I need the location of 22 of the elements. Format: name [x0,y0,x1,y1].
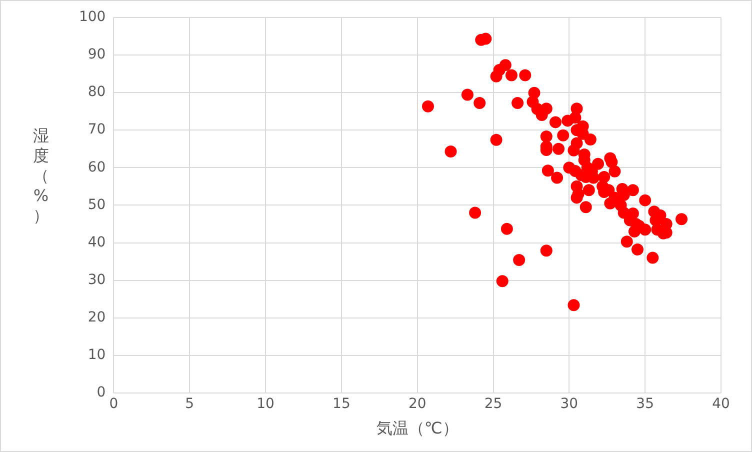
y-tick-label: 70 [88,122,106,138]
y-tick-label: 50 [88,196,106,213]
x-tick-label: 30 [560,396,578,412]
y-tick-label: 10 [88,347,106,364]
y-tick-label: 80 [88,84,106,100]
y-axis-title: 湿度（%） [32,126,50,226]
y-tick-label: 30 [88,272,106,288]
x-tick-label: 0 [109,396,118,412]
y-tick-label: 60 [88,159,106,176]
y-tick-label: 0 [96,384,106,401]
x-tick-label: 35 [636,396,654,412]
x-tick-label: 5 [185,396,194,412]
x-tick-label: 20 [408,396,426,412]
x-tick-label: 40 [712,396,730,412]
x-axis-title: 気温（℃） [376,418,458,438]
y-tick-label: 90 [88,46,106,63]
y-tick-label: 100 [78,9,106,26]
y-tick-label: 20 [88,310,106,326]
x-tick-label: 10 [256,396,274,412]
y-tick-label: 40 [88,234,106,250]
x-tick-label: 25 [484,396,502,412]
x-tick-label: 15 [332,396,350,412]
